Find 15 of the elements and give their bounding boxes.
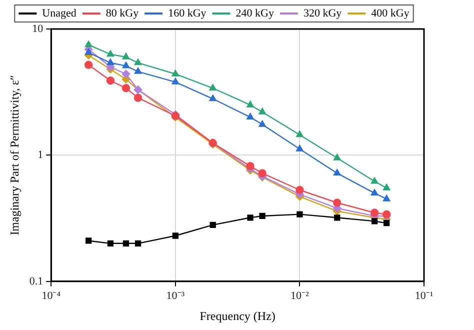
x-tick-label: 10⁻² xyxy=(290,290,310,302)
y-tick-label: 1 xyxy=(38,149,44,162)
x-axis-title: Frequency (Hz) xyxy=(200,308,276,323)
legend-label: 240 kGy xyxy=(236,7,274,20)
x-tick-label: 10⁻¹ xyxy=(414,290,434,302)
legend-label: 400 kGy xyxy=(371,7,410,20)
y-tick-label: 0.1 xyxy=(29,275,44,288)
legend-label: 80 kGy xyxy=(106,7,140,20)
y-axis-title: Imaginary Part of Permittivity, ε″ xyxy=(7,75,22,236)
legend-label: Unaged xyxy=(42,7,77,20)
y-tick-label: 10 xyxy=(32,22,44,35)
x-tick-label: 10⁻⁴ xyxy=(42,290,61,302)
x-tick-label: 10⁻³ xyxy=(166,290,186,302)
legend-label: 160 kGy xyxy=(168,7,207,20)
legend-label: 320 kGy xyxy=(303,7,342,20)
